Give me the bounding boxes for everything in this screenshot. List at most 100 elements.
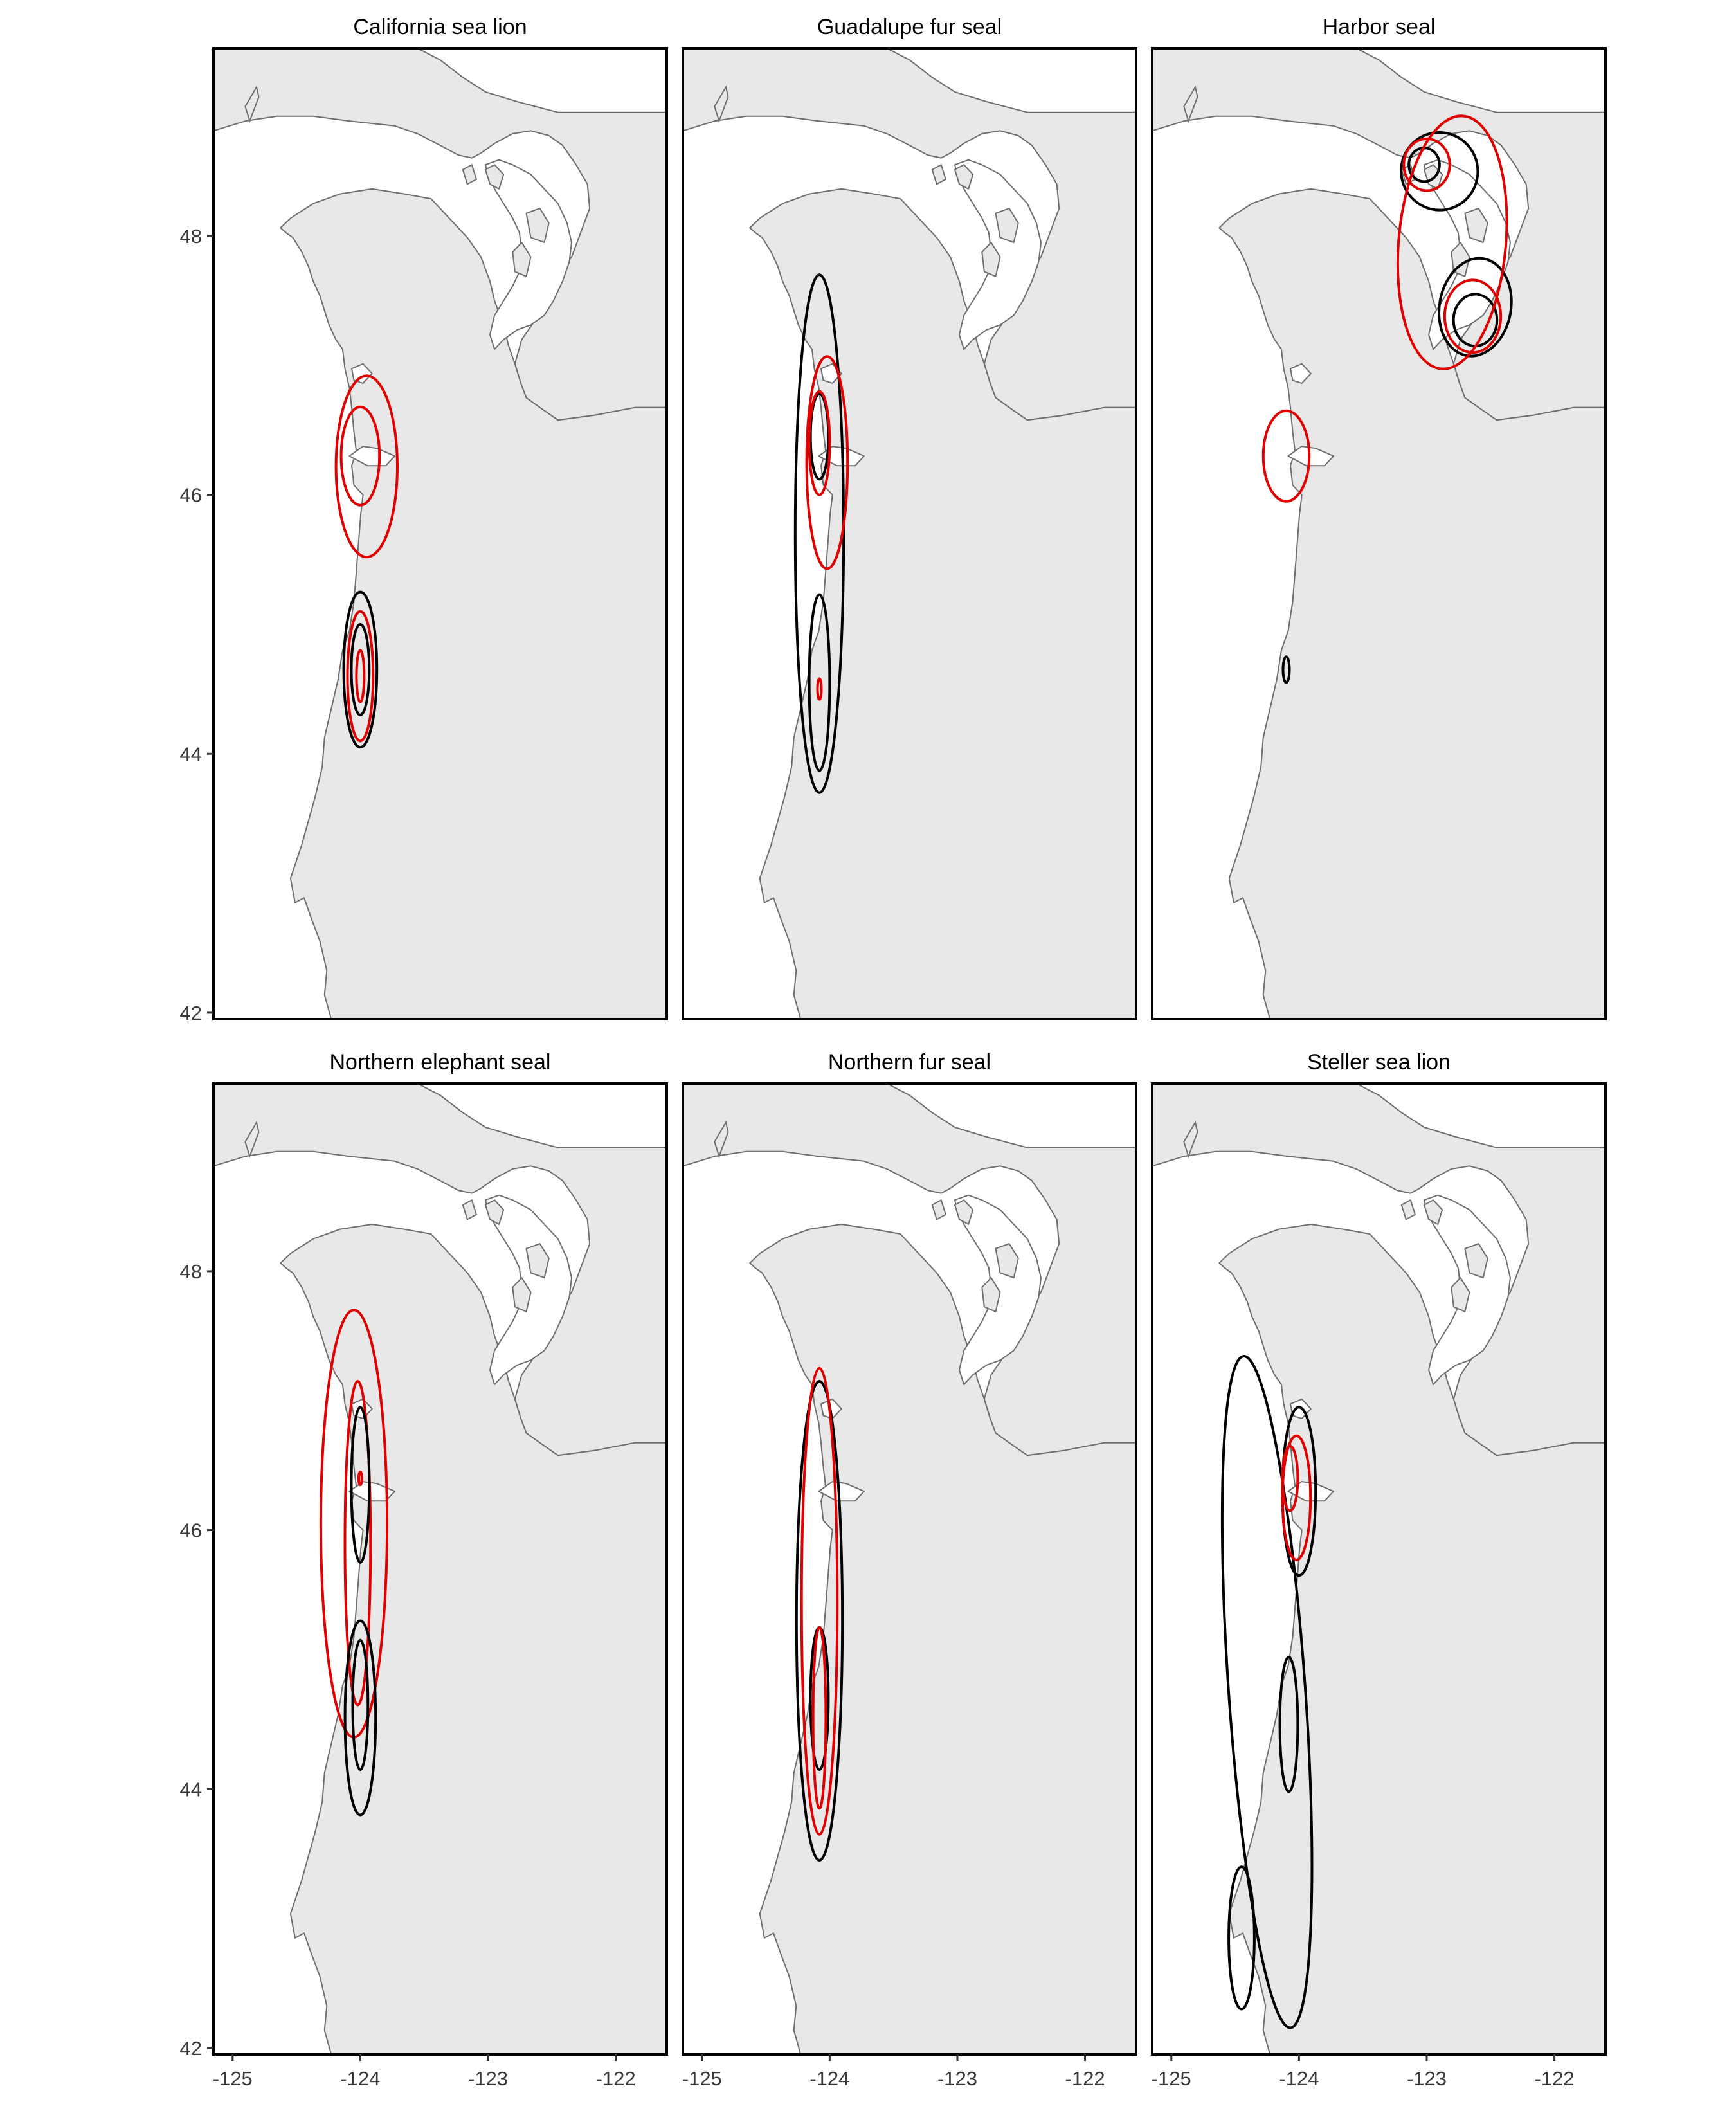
x-tick-label: -125 bbox=[1152, 2067, 1191, 2090]
map-layer bbox=[683, 1084, 1136, 2054]
y-tick-label: 42 bbox=[180, 1002, 202, 1024]
land-north bbox=[213, 48, 667, 421]
inland-water bbox=[1287, 446, 1334, 467]
island bbox=[1451, 1277, 1470, 1312]
panel-frame bbox=[212, 47, 668, 1020]
map-layer bbox=[213, 48, 667, 1019]
island bbox=[462, 164, 477, 185]
panel-title: Harbor seal bbox=[1323, 15, 1436, 39]
panel-title: Steller sea lion bbox=[1307, 1050, 1451, 1075]
panel-frame bbox=[682, 47, 1137, 1020]
density-contour-red bbox=[1281, 1444, 1299, 1512]
y-tick-label: 48 bbox=[180, 225, 202, 248]
density-contour-black bbox=[342, 590, 379, 749]
map-panel: California sea lion 42 44 46 48 bbox=[180, 15, 668, 1024]
island bbox=[981, 1277, 1001, 1312]
panel-frame bbox=[682, 1082, 1137, 2056]
coast-spit bbox=[714, 85, 729, 123]
island bbox=[931, 164, 946, 185]
island bbox=[1400, 1199, 1416, 1220]
map-panel: Northern fur seal -125 -124 -123 -122 bbox=[682, 1050, 1137, 2090]
density-contour-red bbox=[805, 355, 849, 570]
map-panel: Guadalupe fur seal bbox=[682, 15, 1137, 1020]
land-coast bbox=[280, 1224, 667, 2054]
map-panel: Steller sea lion -125 -124 -123 -122 bbox=[1151, 1050, 1607, 2090]
coast-spit bbox=[714, 1120, 729, 1159]
island bbox=[485, 1199, 505, 1225]
density-contour-black bbox=[808, 593, 831, 772]
density-contour-red bbox=[334, 374, 399, 559]
island bbox=[995, 1243, 1019, 1278]
density-contour-black bbox=[350, 622, 371, 716]
x-tick-label: -124 bbox=[1279, 2067, 1319, 2090]
x-tick-label: -124 bbox=[340, 2067, 380, 2090]
panel-title: Northern fur seal bbox=[828, 1050, 991, 1075]
land-north bbox=[683, 48, 1136, 421]
y-tick-label: 44 bbox=[180, 743, 202, 765]
land-north bbox=[1152, 48, 1605, 421]
x-tick-label: -123 bbox=[1407, 2067, 1447, 2090]
y-tick-label: 44 bbox=[180, 1778, 202, 1800]
island bbox=[525, 1243, 550, 1278]
island bbox=[954, 1199, 974, 1225]
density-contour-red bbox=[1396, 114, 1508, 370]
density-contour-red bbox=[1402, 137, 1451, 192]
map-layer bbox=[213, 1084, 667, 2054]
land-north bbox=[683, 1084, 1136, 1456]
x-tick-label: -122 bbox=[1065, 2067, 1105, 2090]
map-panel: Northern elephant seal 42 44 46 48 -125 -124 -1… bbox=[180, 1050, 668, 2090]
density-contour-red bbox=[1443, 278, 1503, 354]
island bbox=[1424, 1199, 1443, 1225]
density-contour-black bbox=[343, 1619, 377, 1817]
panel-frame bbox=[1151, 47, 1607, 1020]
density-contour-red bbox=[346, 610, 375, 743]
island bbox=[512, 242, 532, 277]
map-panel: Harbor seal bbox=[1151, 15, 1607, 1020]
inland-water bbox=[351, 363, 373, 384]
density-contour-black bbox=[1220, 1355, 1314, 2029]
x-tick-label: -123 bbox=[468, 2067, 508, 2090]
land-coast bbox=[1218, 188, 1605, 1019]
density-contour-red bbox=[811, 1626, 827, 1810]
coast-spit bbox=[1183, 85, 1198, 123]
inland-water bbox=[818, 1481, 865, 1502]
density-contour-red bbox=[357, 1471, 363, 1487]
coast-spit bbox=[244, 1120, 260, 1159]
x-tick-label: -124 bbox=[809, 2067, 849, 2090]
island bbox=[525, 208, 550, 243]
x-tick-label: -125 bbox=[213, 2067, 253, 2090]
coast-spit bbox=[1183, 1120, 1198, 1159]
island bbox=[931, 1199, 946, 1220]
density-contour-black bbox=[1227, 1865, 1256, 2011]
y-tick-label: 46 bbox=[180, 484, 202, 507]
panel-title: California sea lion bbox=[353, 15, 527, 39]
island bbox=[462, 1199, 477, 1220]
density-contour-red bbox=[1261, 409, 1311, 503]
map-layer bbox=[1152, 48, 1605, 1019]
density-contour-red bbox=[800, 1366, 839, 1836]
land-coast bbox=[1218, 1224, 1605, 2054]
density-contour-black bbox=[795, 1380, 844, 1862]
inland-water bbox=[348, 446, 395, 467]
inland-water bbox=[348, 1481, 395, 1502]
density-contour-red bbox=[343, 1380, 372, 1707]
density-contour-black bbox=[1281, 655, 1291, 684]
island bbox=[981, 242, 1001, 277]
map-layer bbox=[1152, 1084, 1605, 2054]
x-tick-label: -123 bbox=[937, 2067, 977, 2090]
land-north bbox=[213, 1084, 667, 1456]
island bbox=[485, 164, 505, 190]
x-tick-label: -125 bbox=[682, 2067, 722, 2090]
panel-frame bbox=[212, 1082, 668, 2056]
island bbox=[1464, 208, 1488, 243]
land-north bbox=[1152, 1084, 1605, 1456]
island bbox=[954, 164, 974, 190]
y-tick-label: 48 bbox=[180, 1260, 202, 1283]
density-contour-black bbox=[351, 1638, 370, 1772]
coast-spit bbox=[244, 85, 260, 123]
density-contour-red bbox=[816, 677, 823, 701]
y-tick-label: 46 bbox=[180, 1519, 202, 1542]
x-tick-label: -122 bbox=[1535, 2067, 1575, 2090]
y-tick-label: 42 bbox=[180, 2037, 202, 2060]
